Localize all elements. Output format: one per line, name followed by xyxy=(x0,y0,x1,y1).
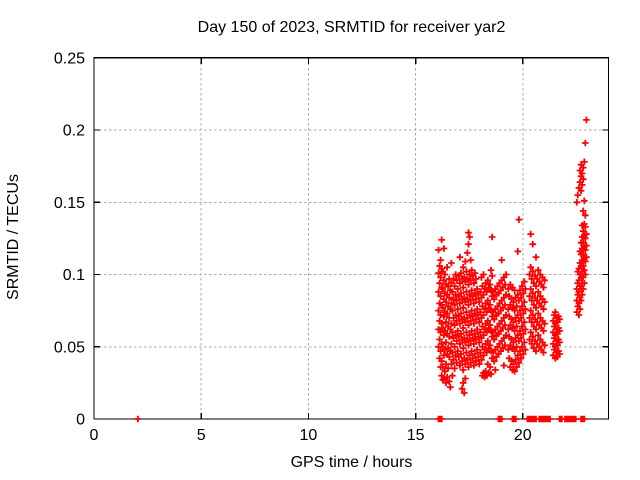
scatter-points xyxy=(134,116,590,423)
plot-border xyxy=(93,57,610,420)
chart-title: Day 150 of 2023, SRMTID for receiver yar… xyxy=(197,19,506,36)
x-axis-title: GPS time / hours xyxy=(290,454,413,471)
x-tick-label: 20 xyxy=(514,427,532,444)
axis-ticks xyxy=(93,57,609,420)
x-tick-label: 0 xyxy=(90,427,99,444)
y-tick-label: 0.1 xyxy=(63,267,85,284)
x-tick-label: 5 xyxy=(197,427,206,444)
gridlines xyxy=(94,57,609,419)
x-tick-label: 15 xyxy=(407,427,425,444)
y-tick-label: 0.05 xyxy=(54,339,85,356)
y-tick-label: 0.25 xyxy=(54,50,85,67)
y-tick-label: 0 xyxy=(76,412,85,429)
y-tick-label: 0.15 xyxy=(54,195,85,212)
y-tick-label: 0.2 xyxy=(63,123,85,140)
y-axis-title: SRMTID / TECUs xyxy=(5,174,22,300)
x-tick-label: 10 xyxy=(300,427,318,444)
